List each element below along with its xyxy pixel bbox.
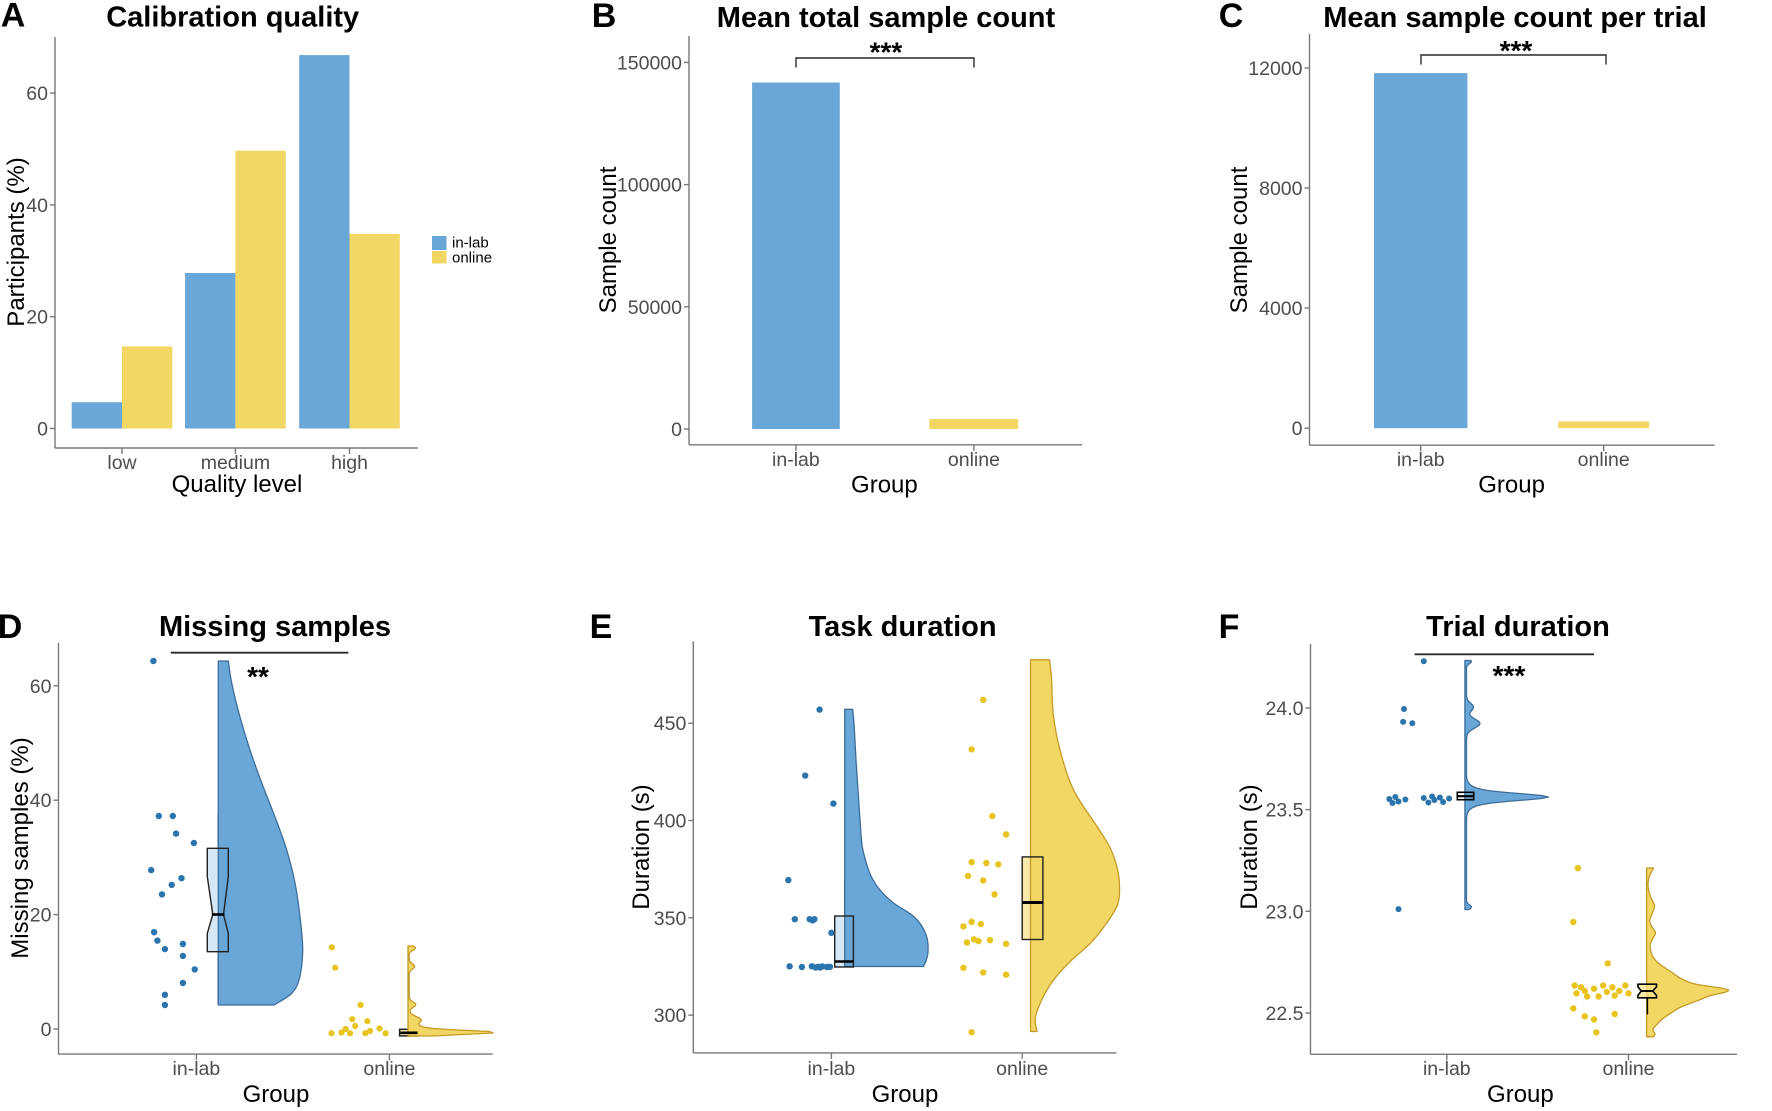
svg-text:***: *** <box>1493 660 1526 691</box>
svg-text:in-lab: in-lab <box>1423 1058 1471 1080</box>
svg-text:0: 0 <box>37 419 48 441</box>
svg-text:in-lab: in-lab <box>452 235 489 252</box>
svg-text:4000: 4000 <box>1259 298 1303 320</box>
svg-text:40: 40 <box>26 195 48 217</box>
svg-text:0: 0 <box>671 419 682 441</box>
svg-text:23.0: 23.0 <box>1266 901 1304 923</box>
svg-text:in-lab: in-lab <box>173 1058 221 1080</box>
svg-text:Group: Group <box>1478 471 1545 498</box>
svg-text:in-lab: in-lab <box>808 1058 856 1080</box>
svg-text:in-lab: in-lab <box>772 449 820 471</box>
svg-text:***: *** <box>1500 35 1533 66</box>
svg-text:Task duration: Task duration <box>809 611 997 643</box>
svg-text:Trial duration: Trial duration <box>1426 611 1610 643</box>
svg-text:C: C <box>1219 0 1244 35</box>
svg-text:40: 40 <box>30 790 52 812</box>
svg-text:online: online <box>363 1058 415 1080</box>
svg-text:high: high <box>331 452 368 474</box>
svg-text:online: online <box>948 449 1000 471</box>
svg-text:medium: medium <box>201 452 270 474</box>
svg-text:20: 20 <box>30 905 52 927</box>
svg-text:Missing samples (%): Missing samples (%) <box>7 737 34 958</box>
svg-text:A: A <box>1 0 26 35</box>
svg-text:D: D <box>0 608 22 646</box>
svg-text:online: online <box>996 1058 1048 1080</box>
svg-text:60: 60 <box>30 676 52 698</box>
svg-text:Quality level: Quality level <box>172 471 303 498</box>
svg-text:Duration (s): Duration (s) <box>1236 784 1263 909</box>
svg-text:150000: 150000 <box>617 52 682 74</box>
svg-text:Sample count: Sample count <box>595 166 622 313</box>
svg-text:online: online <box>1578 449 1630 471</box>
svg-text:100000: 100000 <box>617 175 682 197</box>
svg-text:in-lab: in-lab <box>1397 449 1445 471</box>
svg-text:Mean sample count per trial: Mean sample count per trial <box>1323 2 1707 34</box>
svg-text:400: 400 <box>654 811 687 833</box>
svg-text:Sample count: Sample count <box>1226 166 1253 313</box>
svg-text:Group: Group <box>1487 1081 1554 1108</box>
svg-text:22.5: 22.5 <box>1266 1003 1304 1025</box>
svg-text:online: online <box>1602 1058 1654 1080</box>
svg-text:Group: Group <box>872 1081 939 1108</box>
svg-text:F: F <box>1219 608 1240 646</box>
svg-text:20: 20 <box>26 307 48 329</box>
svg-text:B: B <box>592 0 617 35</box>
svg-text:0: 0 <box>41 1019 52 1041</box>
svg-text:60: 60 <box>26 83 48 105</box>
svg-text:Group: Group <box>851 471 918 498</box>
svg-text:300: 300 <box>654 1005 687 1027</box>
svg-text:***: *** <box>870 37 903 68</box>
svg-text:Calibration quality: Calibration quality <box>106 2 359 34</box>
svg-text:23.5: 23.5 <box>1266 800 1304 822</box>
svg-text:350: 350 <box>654 908 687 930</box>
svg-text:Mean total sample count: Mean total sample count <box>717 2 1056 34</box>
svg-text:E: E <box>590 608 613 646</box>
svg-text:8000: 8000 <box>1259 178 1303 200</box>
svg-text:**: ** <box>247 661 269 692</box>
svg-text:450: 450 <box>654 713 687 735</box>
svg-text:24.0: 24.0 <box>1266 698 1304 720</box>
svg-text:online: online <box>452 250 492 267</box>
svg-text:Group: Group <box>243 1081 310 1108</box>
svg-text:Missing samples: Missing samples <box>159 611 391 643</box>
svg-text:50000: 50000 <box>628 297 682 319</box>
svg-text:low: low <box>107 452 137 474</box>
svg-text:Duration (s): Duration (s) <box>628 784 655 909</box>
svg-text:0: 0 <box>1292 418 1303 440</box>
svg-text:12000: 12000 <box>1248 58 1302 80</box>
svg-text:Participants (%): Participants (%) <box>3 157 30 326</box>
